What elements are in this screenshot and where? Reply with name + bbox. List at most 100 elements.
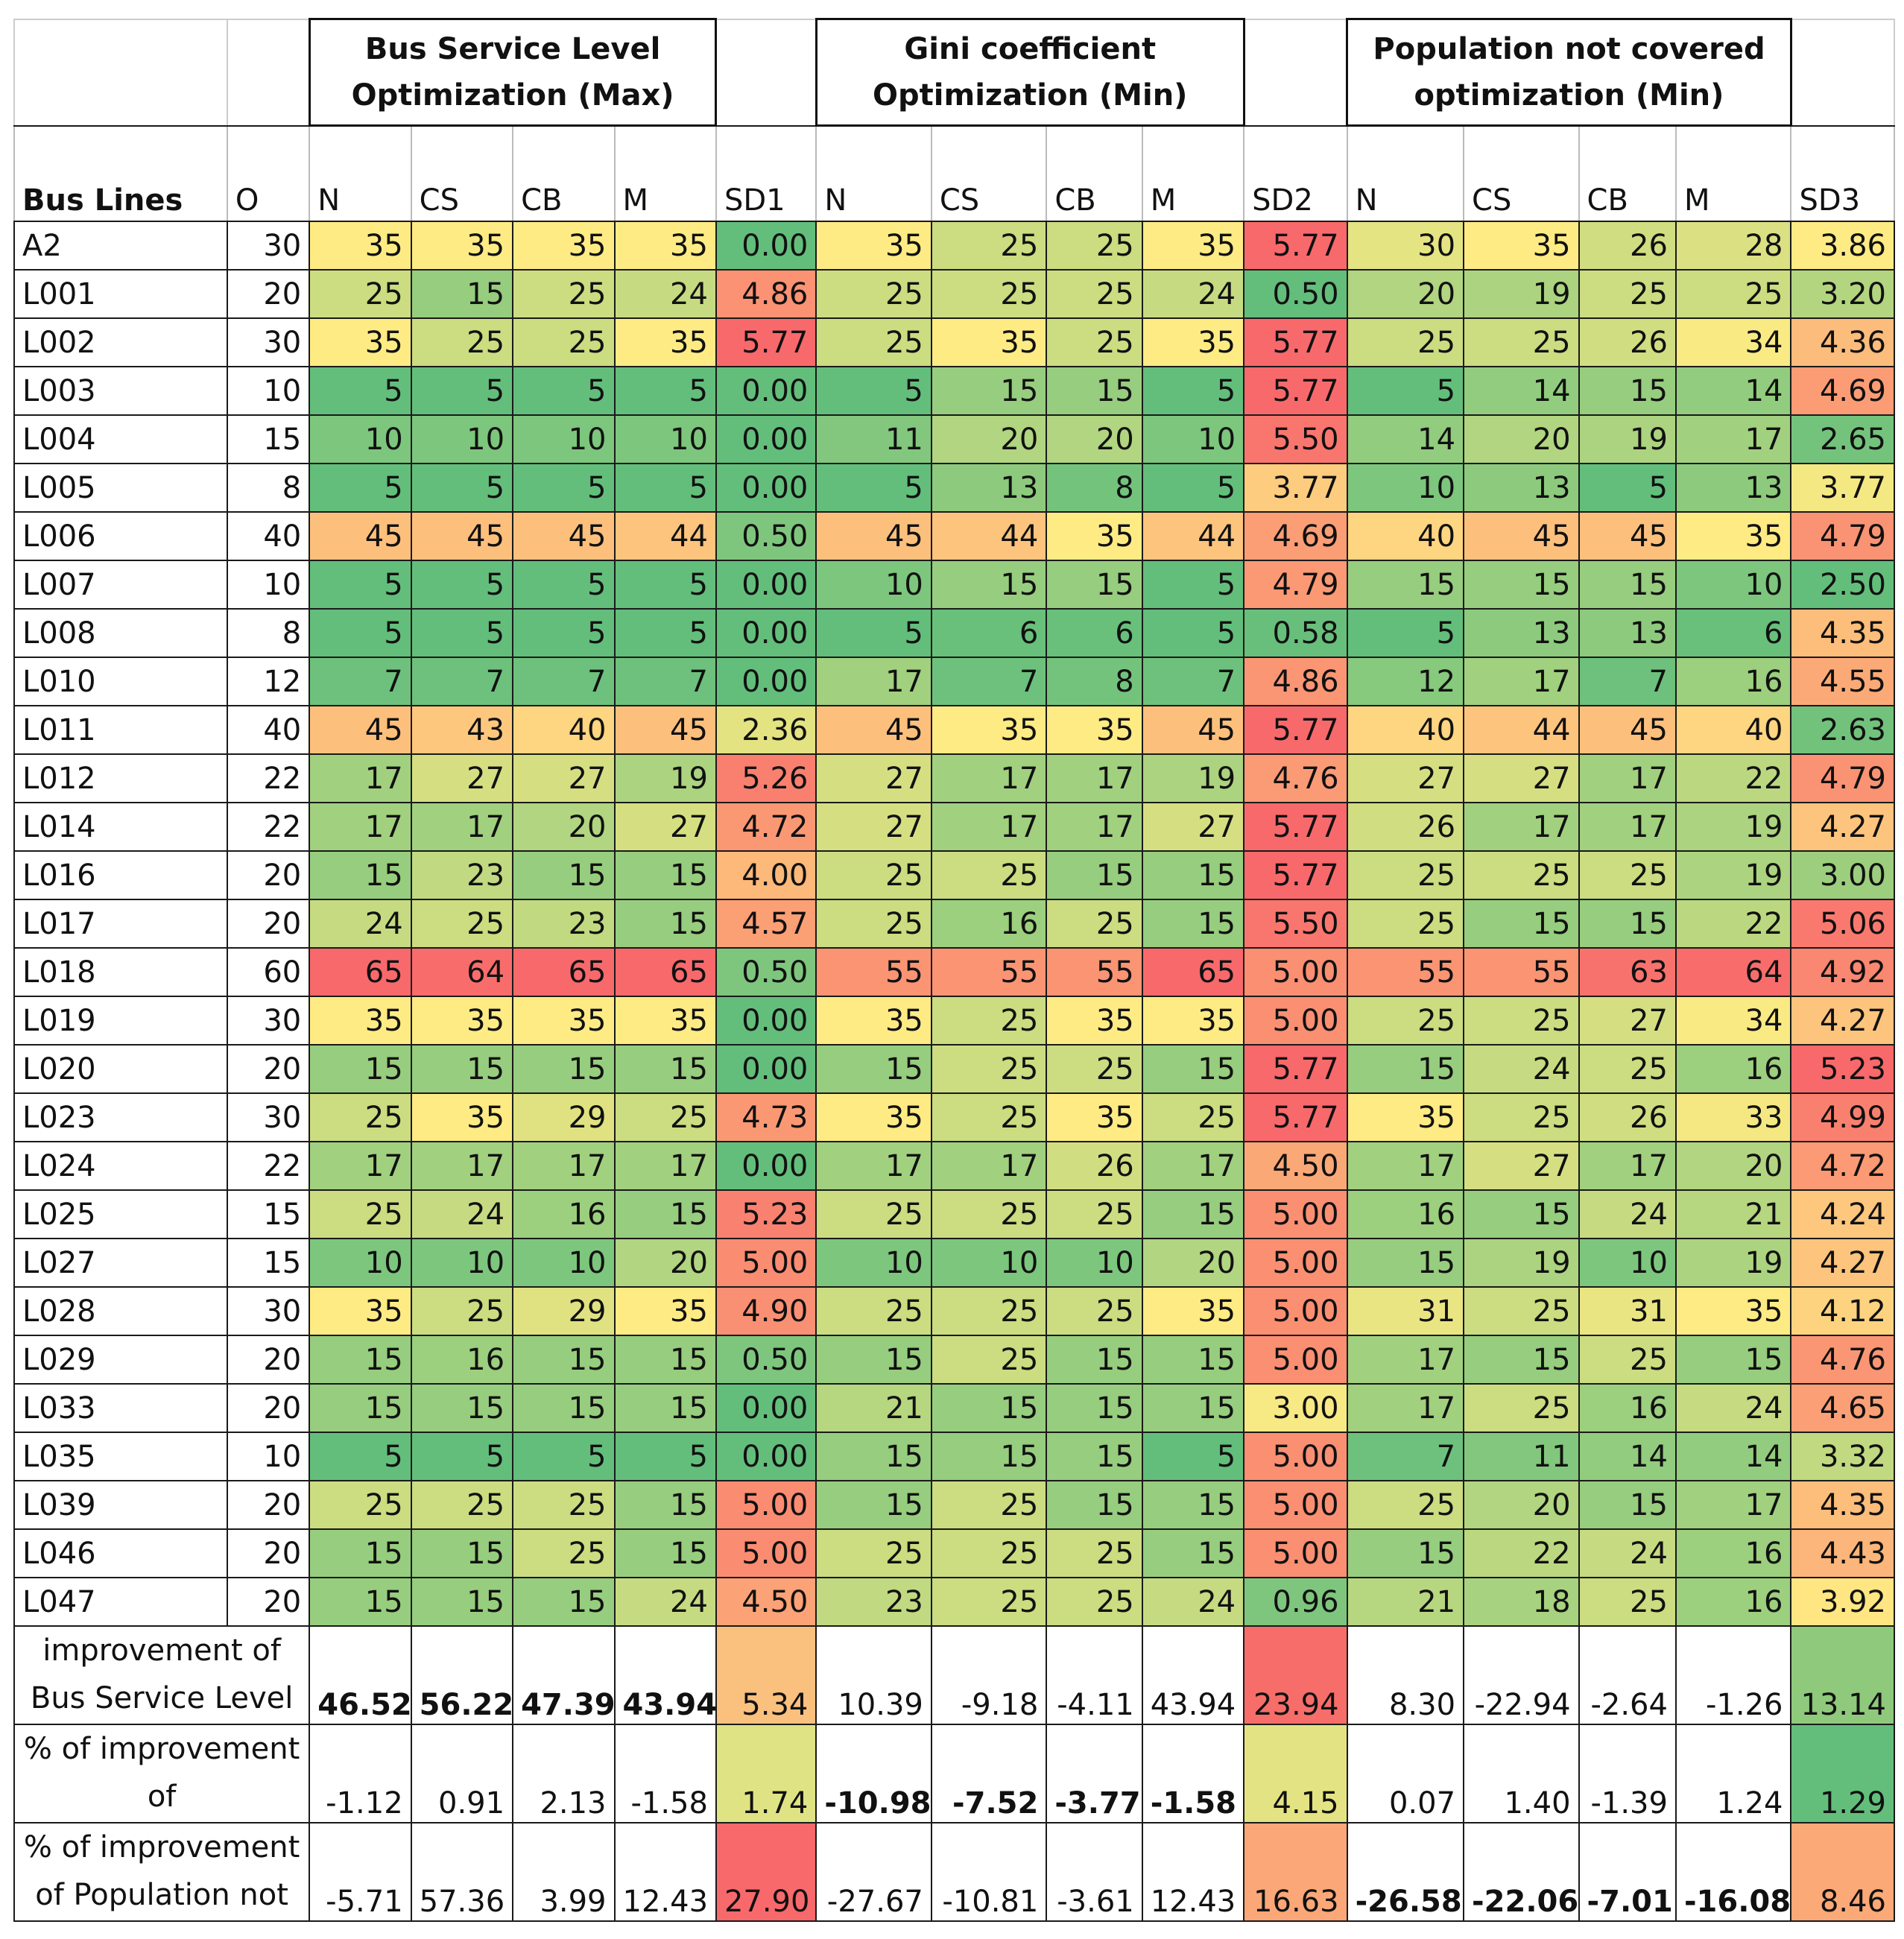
bus-line-label: A2 [13, 221, 228, 271]
table-row: L010 12 7 7 7 7 0.00 17 7 8 7 4.86 12 17 7 16 4.55 [13, 657, 1895, 706]
table-cell: 13 [1578, 608, 1677, 658]
table-cell: 16 [1674, 1577, 1792, 1627]
summary-cell: 16.63 [1243, 1822, 1348, 1922]
table-cell: 15 [930, 1432, 1048, 1481]
summary-label: improvement of Bus Service Level [13, 1625, 311, 1725]
table-cell: 5 [815, 608, 932, 658]
table-cell: 65 [309, 947, 412, 997]
column-header: Bus Lines [13, 124, 228, 222]
table-cell: 5.77 [1243, 1092, 1348, 1142]
table-cell: 25 [1046, 1577, 1143, 1627]
table-cell: 5.00 [1243, 1432, 1348, 1481]
bus-line-label: L011 [13, 705, 228, 755]
table-cell: 24 [1463, 1044, 1580, 1094]
table-cell: 15 [512, 1577, 616, 1627]
table-cell: 17 [512, 1141, 616, 1191]
table-cell: 15 [1463, 899, 1580, 949]
table-cell: 25 [1463, 317, 1580, 367]
summary-row: % of improvement of -1.12 0.91 2.13 -1.58 1.7… [13, 1724, 1895, 1823]
table-cell: 17 [1674, 1480, 1792, 1530]
table-cell: 25 [1463, 1092, 1580, 1142]
table-cell: 35 [1141, 221, 1245, 271]
table-cell: 45 [309, 511, 412, 561]
table-cell: 25 [1046, 221, 1143, 271]
table-cell: 15 [815, 1335, 932, 1385]
table-cell: 40 [1346, 511, 1465, 561]
bus-line-label: L018 [13, 947, 228, 997]
table-cell: 17 [1046, 802, 1143, 852]
table-cell: 12 [1346, 657, 1465, 706]
column-header: N [1346, 124, 1465, 222]
table-cell: 35 [1046, 511, 1143, 561]
table-cell: 44 [930, 511, 1048, 561]
table-cell: 15 [512, 1044, 616, 1094]
table-cell: 5 [410, 608, 514, 658]
table-cell: 15 [226, 1189, 311, 1239]
table-cell: 15 [410, 1044, 514, 1094]
table-cell: 5 [512, 1432, 616, 1481]
table-cell: 20 [1463, 414, 1580, 464]
table-cell: 40 [512, 705, 616, 755]
summary-cell: 43.94 [613, 1625, 717, 1725]
table-cell: 5 [815, 366, 932, 416]
table-cell: 3.20 [1790, 269, 1895, 319]
table-cell: 10 [613, 414, 717, 464]
table-cell: 24 [1578, 1189, 1677, 1239]
table-cell: 55 [930, 947, 1048, 997]
table-cell: 15 [1141, 1528, 1245, 1578]
table-cell: 4.72 [715, 802, 817, 852]
table-cell: 28 [1674, 221, 1792, 271]
table-cell: 19 [1463, 1238, 1580, 1288]
summary-cell: 43.94 [1141, 1625, 1245, 1725]
table-cell: 5 [309, 560, 412, 610]
table-cell: 15 [1578, 1480, 1677, 1530]
table-cell: 10 [226, 1432, 311, 1481]
table-cell: 17 [309, 802, 412, 852]
table-cell: 5 [613, 366, 717, 416]
table-cell: 24 [309, 899, 412, 949]
summary-cell: 57.36 [410, 1822, 514, 1922]
table-cell: 25 [1463, 1383, 1580, 1433]
table-cell: 13 [1463, 608, 1580, 658]
table-cell: 25 [930, 1480, 1048, 1530]
table-cell: 15 [815, 1044, 932, 1094]
table-cell: 34 [1674, 317, 1792, 367]
table-cell: 22 [226, 753, 311, 803]
table-cell: 15 [1141, 1189, 1245, 1239]
table-cell: 15 [1046, 1383, 1143, 1433]
table-row: L047 20 15 15 15 24 4.50 23 25 25 24 0.96 21 18 25 16 3.… [13, 1577, 1895, 1627]
table-cell: 15 [309, 1528, 412, 1578]
table-cell: 35 [1674, 1286, 1792, 1336]
table-cell: 34 [1674, 996, 1792, 1046]
summary-cell: -1.12 [309, 1724, 412, 1823]
table-cell: 5 [512, 560, 616, 610]
table-cell: 4.35 [1790, 1480, 1895, 1530]
summary-cell: -26.58 [1346, 1822, 1465, 1922]
table-cell: 25 [930, 269, 1048, 319]
column-header-row: Bus Lines O N CS CB M SD1 N CS CB M SD2 N CS CB M SD3 [13, 124, 1895, 222]
table-row: L023 30 25 35 29 25 4.73 35 25 35 25 5.77 35 25 26 33 4.… [13, 1092, 1895, 1142]
table-cell: 15 [1141, 1480, 1245, 1530]
table-cell: 5.00 [1243, 1238, 1348, 1288]
table-cell: 25 [815, 850, 932, 900]
summary-cell: 46.52 [309, 1625, 412, 1725]
table-cell: 2.65 [1790, 414, 1895, 464]
table-cell: 5 [815, 463, 932, 513]
table-cell: 4.50 [1243, 1141, 1348, 1191]
table-cell: 2.36 [715, 705, 817, 755]
table-cell: 20 [226, 1335, 311, 1385]
table-cell: 15 [1046, 1335, 1143, 1385]
bus-line-label: L017 [13, 899, 228, 949]
table-cell: 40 [1346, 705, 1465, 755]
table-cell: 17 [1046, 753, 1143, 803]
table-row: L005 8 5 5 5 5 0.00 5 13 8 5 3.77 10 13 5 13 3.77 [13, 463, 1895, 513]
table-cell: 0.00 [715, 1383, 817, 1433]
table-cell: 5.23 [715, 1189, 817, 1239]
table-cell: 15 [309, 1383, 412, 1433]
summary-cell: 1.24 [1674, 1724, 1792, 1823]
table-cell: 17 [930, 753, 1048, 803]
table-cell: 33 [1674, 1092, 1792, 1142]
summary-cell: 0.07 [1346, 1724, 1465, 1823]
table-cell: 3.00 [1243, 1383, 1348, 1433]
bus-line-label: L023 [13, 1092, 228, 1142]
